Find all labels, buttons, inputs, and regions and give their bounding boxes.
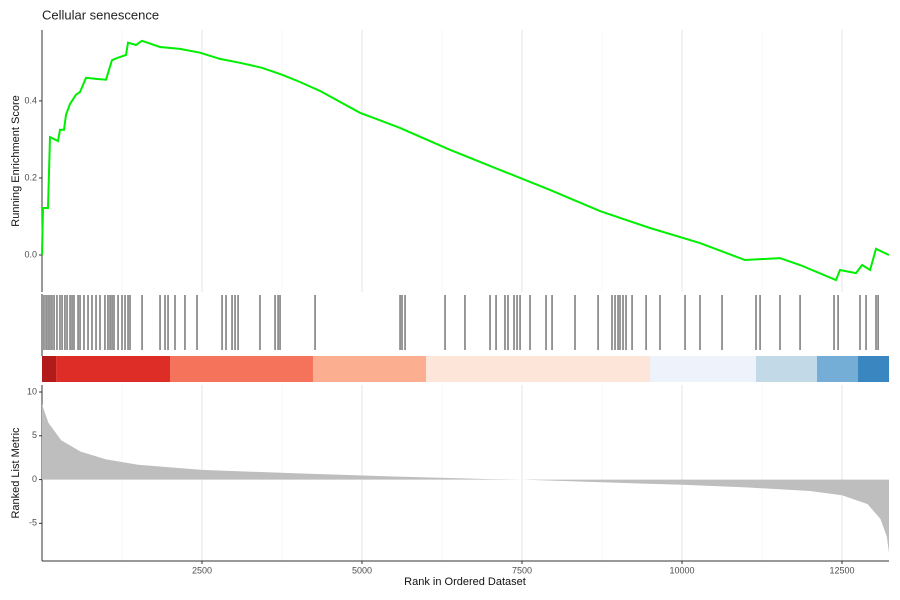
y-tick-label: 0.0 — [24, 249, 37, 259]
y-axis-label: Ranked List Metric — [10, 427, 22, 519]
y-tick-label: 10 — [27, 386, 37, 396]
rank-band — [426, 356, 651, 382]
y-tick-label: -5 — [29, 518, 37, 528]
y-tick-label: 0.4 — [24, 95, 37, 105]
rank-band — [42, 356, 57, 382]
y-tick-label: 0 — [32, 474, 37, 484]
rank-band — [816, 356, 859, 382]
rank-band — [756, 356, 817, 382]
x-axis-label: Rank in Ordered Dataset — [404, 576, 526, 588]
rank-band — [56, 356, 171, 382]
x-tick-label: 7500 — [512, 565, 532, 575]
rank-band — [170, 356, 313, 382]
metric-area — [42, 404, 889, 554]
x-tick-label: 5000 — [352, 565, 372, 575]
y-tick-label: 5 — [32, 430, 37, 440]
y-tick-label: 0.2 — [24, 172, 37, 182]
rank-band — [858, 356, 889, 382]
x-tick-label: 10000 — [670, 565, 695, 575]
es-line — [41, 39, 890, 282]
y-axis-label: Running Enrichment Score — [10, 95, 22, 226]
x-tick-label: 12500 — [830, 565, 855, 575]
rank-band — [312, 356, 427, 382]
chart-title: Cellular senescence — [42, 7, 159, 22]
x-tick-label: 2500 — [192, 565, 212, 575]
rank-band — [650, 356, 757, 382]
